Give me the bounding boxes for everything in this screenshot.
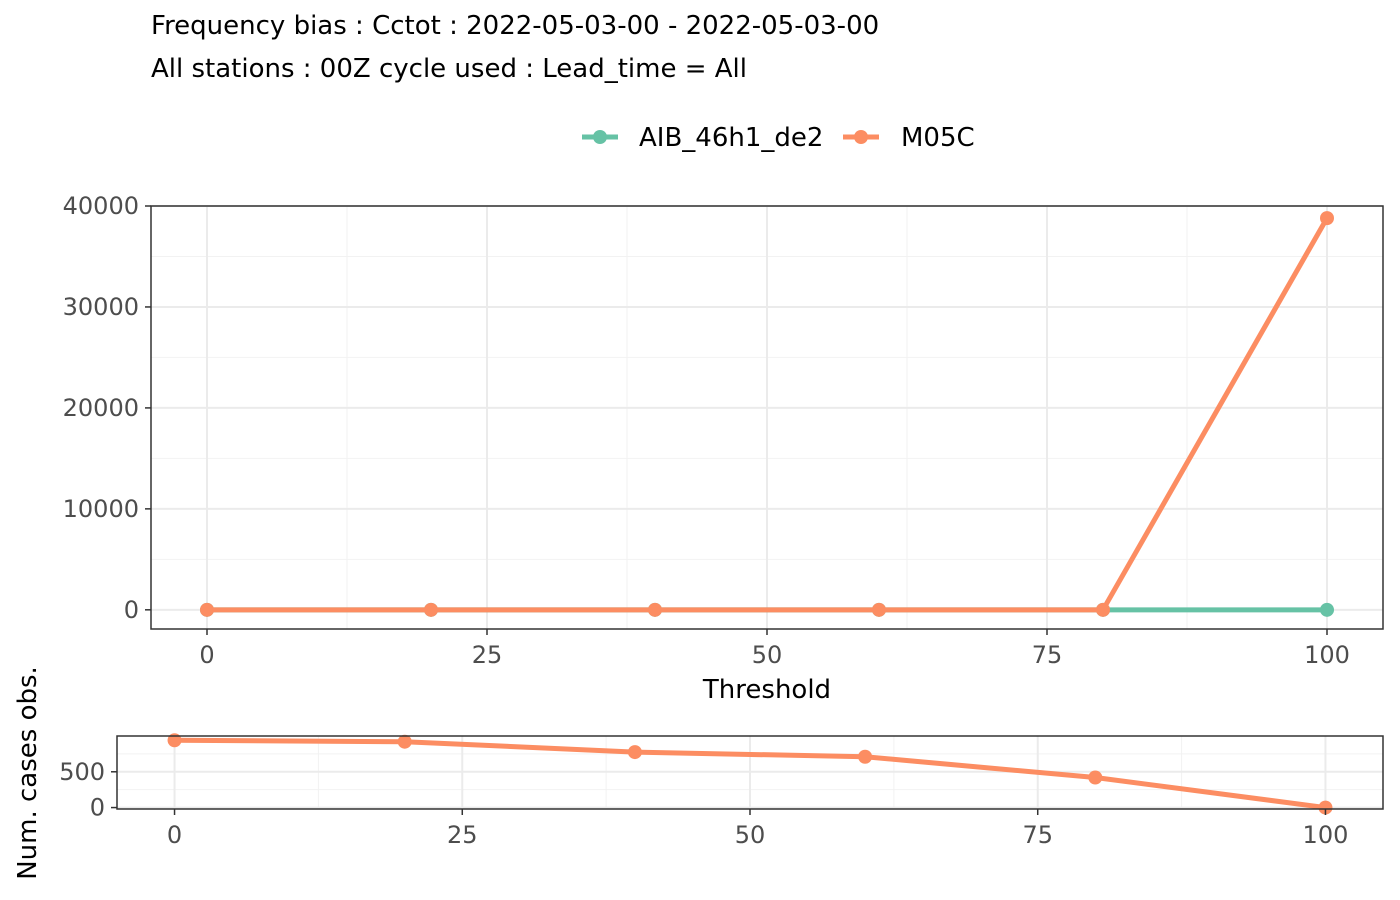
x-tick-label: 0 — [199, 641, 214, 669]
data-point — [200, 602, 214, 617]
legend-label-aib: AIB_46h1_de2 — [639, 123, 823, 153]
data-point — [627, 745, 642, 760]
x-tick-label: 0 — [167, 821, 182, 849]
chart-subtitle: All stations : 00Z cycle used : Lead_tim… — [151, 54, 747, 84]
x-axis-title: Threshold — [702, 675, 831, 705]
y-tick-label: 40000 — [63, 192, 139, 220]
data-point — [1320, 211, 1334, 226]
y-axis-title-bottom: Num. cases obs. — [13, 666, 43, 880]
x-tick-label: 25 — [447, 821, 478, 849]
main-plot-panel: 0 25 50 75 100 0 10000 20000 30000 40000 — [63, 192, 1384, 669]
x-tick-label: 75 — [1032, 641, 1063, 669]
data-point — [397, 734, 412, 749]
y-tick-label: 10000 — [63, 495, 139, 523]
data-point — [1088, 770, 1103, 785]
x-tick-label: 100 — [1304, 641, 1350, 669]
y-tick-label: 0 — [124, 596, 139, 624]
data-point — [167, 733, 182, 748]
data-point — [872, 602, 886, 617]
x-tick-label: 50 — [735, 821, 766, 849]
y-tick-label: 0 — [90, 794, 105, 822]
series-line-0 — [174, 737, 1326, 811]
chart-title: Frequency bias : Cctot : 2022-05-03-00 -… — [151, 11, 879, 41]
data-point — [648, 602, 662, 617]
x-tick-label: 75 — [1022, 821, 1053, 849]
legend-key-point-aib — [593, 130, 607, 144]
y-tick-label: 30000 — [63, 293, 139, 321]
data-point — [858, 749, 873, 764]
data-point — [1096, 602, 1110, 617]
legend-label-m05c: M05C — [901, 123, 975, 153]
data-point — [1318, 800, 1333, 815]
x-tick-label: 100 — [1303, 821, 1349, 849]
observations-plot-panel: 0 25 50 75 100 0 500 — [59, 733, 1384, 849]
y-tick-label: 500 — [59, 758, 105, 786]
y-tick-label: 20000 — [63, 394, 139, 422]
legend-key-point-m05c — [854, 130, 868, 144]
series-line-1 — [207, 216, 1330, 613]
legend: AIB_46h1_de2 M05C — [582, 123, 975, 153]
data-point — [424, 602, 438, 617]
data-point — [1320, 602, 1334, 617]
x-tick-label: 25 — [472, 641, 503, 669]
x-tick-label: 50 — [752, 641, 783, 669]
